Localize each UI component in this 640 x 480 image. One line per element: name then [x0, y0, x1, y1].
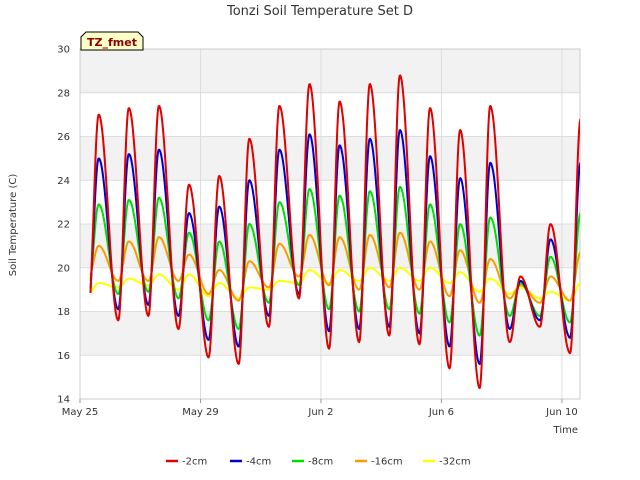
- legend: -2cm -4cm -8cm -16cm -32cm: [166, 457, 471, 468]
- x-tick-label: Jun 10: [545, 407, 578, 418]
- y-tick-label: 26: [57, 132, 70, 143]
- legend-label: -32cm: [439, 457, 471, 468]
- y-tick-label: 16: [57, 351, 70, 362]
- y-tick-label: 14: [57, 395, 70, 406]
- plot-area: 14 16 18 20 22 24 26 28 30 May 25 May 29 Jun 2 Jun 6…: [57, 45, 581, 418]
- y-tick-label: 18: [57, 307, 70, 318]
- x-axis-title: Time: [553, 425, 578, 436]
- x-tick-label: Jun 6: [428, 407, 454, 418]
- legend-label: -16cm: [371, 457, 403, 468]
- x-tick-label: Jun 2: [307, 407, 333, 418]
- series-line-8cm: [89, 185, 580, 337]
- y-axis-title: Soil Temperature (C): [8, 174, 19, 277]
- chart-title: Tonzi Soil Temperature Set D: [226, 4, 413, 19]
- y-tick-label: 24: [57, 176, 70, 187]
- grid-band: [80, 49, 580, 93]
- y-tick-label: 20: [57, 263, 70, 274]
- badge: TZ_fmet: [80, 31, 144, 51]
- legend-label: -8cm: [308, 457, 333, 468]
- plot-frame: [79, 48, 581, 400]
- series-line-2cm: [89, 74, 580, 390]
- y-tick-label: 22: [57, 220, 70, 231]
- badge-box: [80, 31, 144, 51]
- y-tick-label: 30: [57, 45, 70, 56]
- x-tick-label: May 29: [182, 407, 219, 418]
- badge-label: TZ_fmet: [87, 36, 137, 49]
- legend-label: -4cm: [246, 457, 271, 468]
- legend-label: -2cm: [182, 457, 207, 468]
- y-tick-label: 28: [57, 88, 70, 99]
- x-tick-label: May 25: [62, 407, 99, 418]
- series-line-16cm: [89, 231, 580, 304]
